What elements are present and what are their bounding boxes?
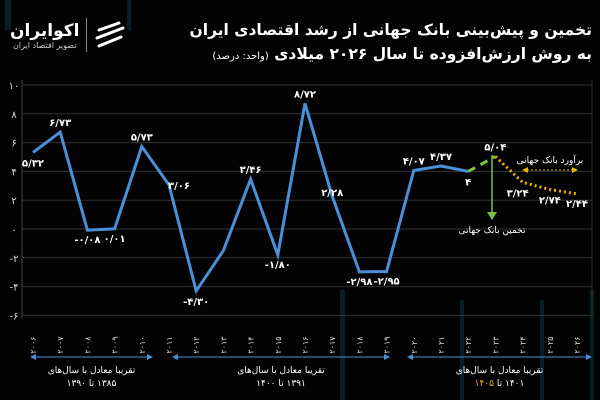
x-tick-label: ۲۰۰۹ (111, 336, 120, 353)
estimate-series-line (467, 155, 497, 173)
period-arrow-right-icon (147, 354, 153, 360)
data-label: ۳/۲۴ (507, 188, 529, 199)
data-label: ۴ (465, 177, 471, 188)
logo: اکوایران تصویر اقتصاد ایران (10, 18, 127, 52)
data-label: ۵/۷۳ (131, 132, 153, 143)
period-label: تقریبا معادل با سال‌های (456, 366, 544, 376)
period-range: ۱۴۰۱ تا ۱۴۰۵ (475, 379, 525, 389)
decorative-bar (127, 0, 131, 30)
x-tick-label: ۲۰۲۵ (546, 336, 555, 353)
data-label: ۶/۷۳ (49, 118, 71, 129)
data-label: -۴/۳۰ (183, 297, 209, 308)
chart-title: تخمین و پیش‌بینی بانک جهانی از رشد اقتصا… (190, 18, 592, 69)
data-label: ۲/۲۸ (321, 188, 343, 199)
unit-label: (واحد: درصد) (212, 51, 269, 62)
data-label: ۳/۴۶ (240, 165, 262, 176)
x-tick-label: ۲۰۱۸ (355, 336, 364, 354)
estimate-arrowhead-icon (487, 212, 497, 220)
data-label: ۰/۰۱ (104, 234, 126, 245)
decorative-bar (460, 300, 464, 400)
data-label: ۸/۷۲ (294, 89, 316, 100)
data-label: -۲/۹۸ (346, 277, 372, 288)
x-tick-label: ۲۰۱۷ (328, 336, 337, 354)
data-label: ۵/۰۴ (484, 142, 506, 153)
y-tick-label: ۴ (11, 167, 16, 178)
x-tick-label: ۲۰۲۰ (410, 336, 419, 353)
actual-series-line (32, 103, 469, 295)
data-label: -۲/۹۵ (374, 276, 400, 287)
x-tick-label: ۲۰۱۶ (301, 336, 310, 353)
y-tick-label: ۱۰ (9, 81, 20, 92)
x-tick-label: ۲۰۰۶ (29, 336, 38, 353)
forecast-arrow-left-icon (522, 167, 528, 173)
forecast-arrow-right-icon (572, 167, 578, 173)
period-arrow-left-icon (172, 354, 178, 360)
y-tick-label: ۰ (11, 225, 16, 236)
period-arrow-right-icon (384, 354, 390, 360)
title-line-1: تخمین و پیش‌بینی بانک جهانی از رشد اقتصا… (189, 21, 592, 39)
forecast-series-line (494, 155, 578, 196)
x-tick-label: ۲۰۱۱ (165, 336, 174, 353)
data-label: ۳/۰۶ (168, 181, 190, 192)
data-label: -۱/۸۰ (265, 260, 291, 271)
title-line-2: به روش ارزش‌افزوده تا سال ۲۰۲۶ میلادی (274, 45, 592, 63)
x-tick-label: ۲۰۲۱ (437, 336, 446, 353)
x-tick-label: ۲۰۰۷ (56, 336, 65, 354)
data-label: ۴/۰۷ (403, 156, 425, 167)
period-label: تقریبا معادل با سال‌های (48, 366, 136, 376)
x-tick-label: ۲۰۰۸ (83, 336, 92, 354)
period-range: ۱۳۸۵ تا ۱۳۹۰ (67, 379, 117, 389)
logo-name: اکوایران (10, 20, 80, 41)
x-tick-label: ۲۰۲۶ (573, 336, 582, 353)
period-range: ۱۳۹۱ تا ۱۴۰۰ (256, 379, 306, 389)
x-tick-label: ۲۰۲۴ (519, 336, 528, 353)
data-label: ۴/۳۷ (430, 152, 452, 163)
logo-mark-icon (95, 21, 124, 48)
logo-tagline: تصویر اقتصاد ایران (13, 40, 77, 50)
forecast-annotation: برآورد بانک جهانی (517, 154, 584, 166)
estimate-annotation: تخمین بانک جهانی (458, 226, 526, 236)
data-label: -۰/۰۸ (74, 235, 100, 246)
y-tick-label: -۶ (10, 311, 19, 322)
logo-divider (85, 18, 87, 52)
decorative-bar (5, 0, 11, 30)
x-tick-label: ۲۰۱۹ (383, 336, 392, 353)
decorative-bar (340, 290, 345, 400)
y-tick-label: ۸ (11, 110, 17, 121)
period-label: تقریبا معادل با سال‌های (237, 366, 325, 376)
y-tick-label: ۶ (11, 139, 16, 150)
x-tick-label: ۲۰۱۴ (247, 336, 256, 353)
data-label: ۲/۴۴ (566, 199, 588, 210)
x-tick-label: ۲۰۱۰ (138, 336, 147, 353)
x-tick-label: ۲۰۱۲ (192, 336, 201, 353)
x-tick-label: ۲۰۲۲ (464, 336, 473, 353)
period-arrow-left-icon (30, 354, 36, 360)
decorative-bar (590, 290, 594, 400)
y-tick-label: ۲ (11, 196, 16, 207)
data-label: ۲/۷۴ (539, 196, 561, 207)
x-tick-label: ۲۰۱۵ (274, 336, 283, 353)
x-tick-label: ۲۰۱۳ (219, 336, 228, 354)
period-arrow-left-icon (407, 354, 413, 360)
y-tick-label: -۲ (10, 254, 19, 265)
x-tick-label: ۲۰۲۳ (491, 336, 500, 354)
y-tick-label: -۴ (10, 283, 19, 294)
data-label: ۵/۳۲ (22, 158, 44, 169)
decorative-bar (540, 300, 544, 400)
period-arrow-right-icon (586, 354, 592, 360)
